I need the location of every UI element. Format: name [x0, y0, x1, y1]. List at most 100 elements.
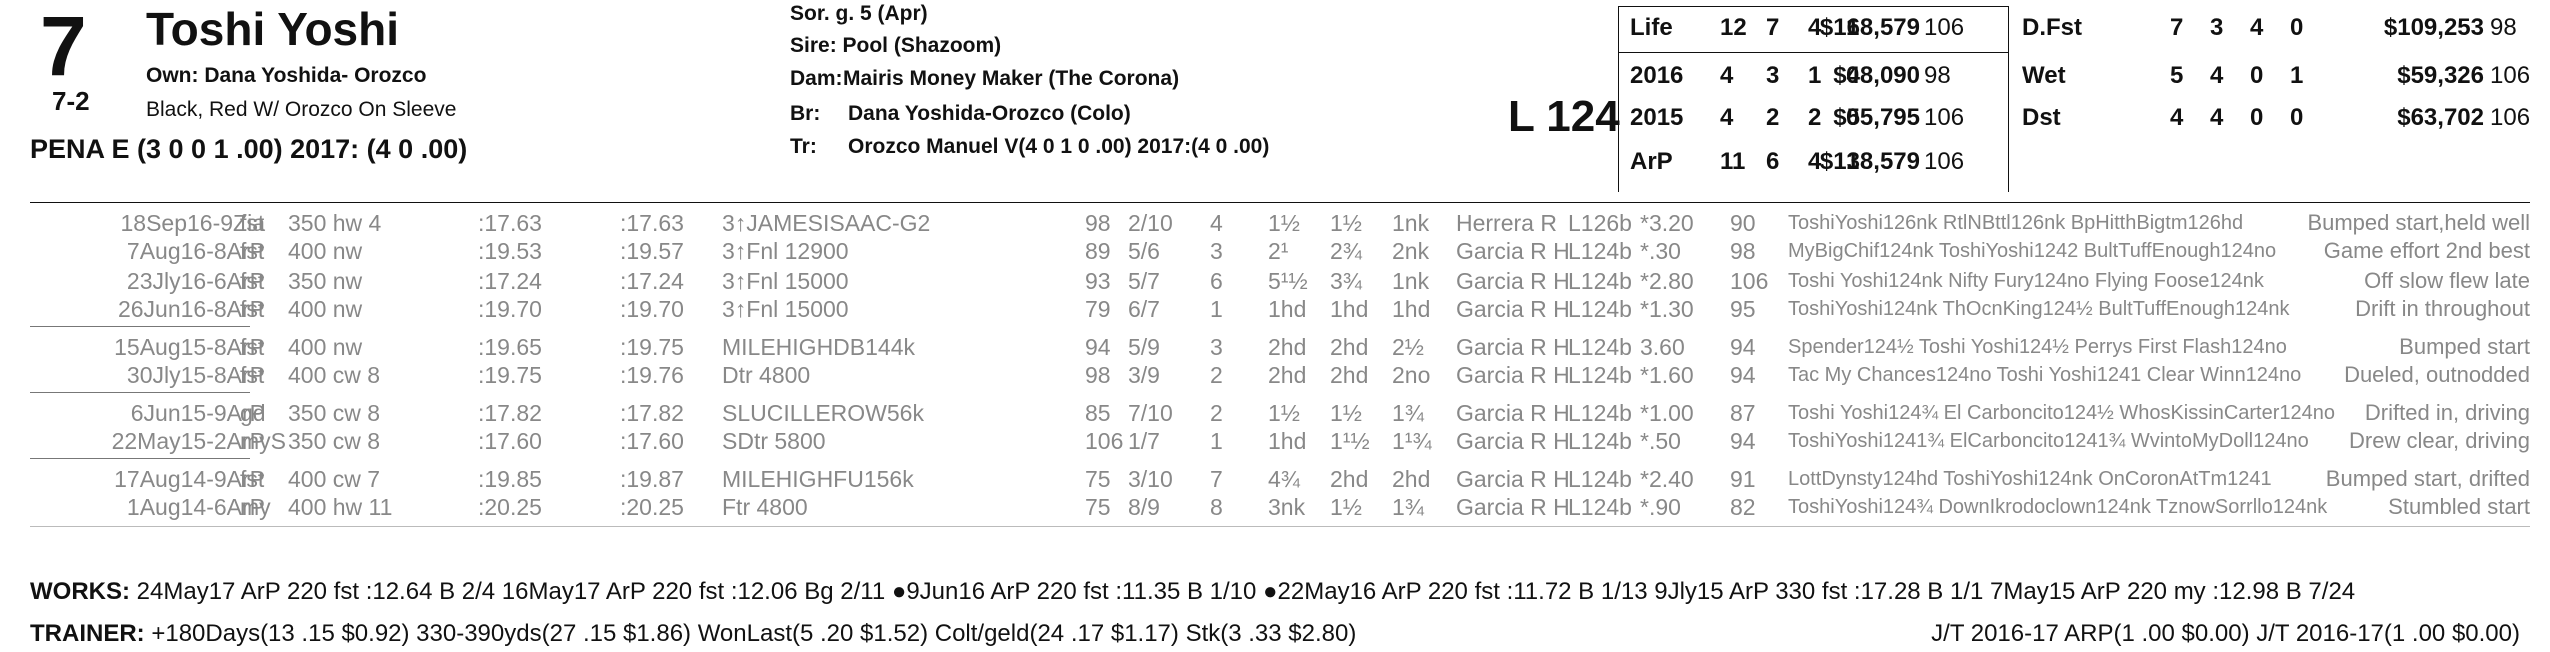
pp-top: Tac My Chances124no Toshi Yoshi1241 Clea… — [1788, 364, 2302, 386]
pp-pp: 5/6 — [1128, 238, 1160, 264]
pp-dist: 350 nw — [288, 268, 363, 294]
pp-date: 17Aug14-9ArP — [114, 466, 265, 492]
record-st: 11 — [1720, 148, 1746, 175]
pp-pp: 5/7 — [1128, 268, 1160, 294]
record-label: Wet — [2022, 62, 2066, 89]
pp-odds: *2.80 — [1640, 268, 1694, 294]
pp-wt: L124b — [1568, 268, 1632, 294]
pp-line: 23Jly16-6ArP fst 350 nw:17.24:17.24 3↑Fnl 1… — [0, 268, 2550, 298]
pp-line: 30Jly15-8ArP fst 400 cw 8:19.75:19.76 Dtr 4… — [0, 362, 2550, 392]
pp-fig: 75 — [1085, 494, 1111, 520]
pp-wt: L124b — [1568, 400, 1632, 426]
breeder: Dana Yoshida-Orozco (Colo) — [848, 102, 1131, 125]
pp-race: SDtr 5800 — [722, 428, 826, 454]
trainer-stats-line: TRAINER: +180Days(13 .15 $0.92) 330-390y… — [30, 620, 1356, 648]
pp-top: ToshiYoshi124nk ThOcnKing124½ BultTuffEn… — [1788, 298, 2290, 320]
pp-top: Toshi Yoshi124nk Nifty Fury124no Flying … — [1788, 270, 2264, 292]
pp-race: 3↑Fnl 15000 — [722, 296, 849, 322]
pp-date: 15Aug15-8ArP — [114, 334, 265, 360]
record-p: 0 — [2250, 104, 2264, 131]
pp-jockey: Garcia R H — [1456, 494, 1570, 520]
pp-jockey: Garcia R H — [1456, 334, 1570, 360]
record-speed-fig: 106 — [2490, 104, 2531, 131]
pp-f1: :17.24 — [478, 268, 542, 294]
pp-fig: 79 — [1085, 296, 1111, 322]
pp-sp: 91 — [1730, 466, 1756, 492]
record-p: 1 — [1808, 62, 1822, 89]
record-st: 7 — [2170, 14, 2184, 41]
pp-f1: :19.75 — [478, 362, 542, 388]
pp-comment: Bumped start,held well — [2307, 210, 2530, 235]
pp-st: 4 — [1210, 210, 1223, 236]
pp-f1: :19.53 — [478, 238, 542, 264]
record-earnings: $138,579 — [1819, 148, 1920, 175]
pp-date: 6Jun15-9ArP — [130, 400, 265, 426]
pp-trk: fst — [240, 296, 265, 322]
pp-fig: 89 — [1085, 238, 1111, 264]
pp-c2: 1½ — [1330, 494, 1362, 520]
pp-fin: 2hd — [1392, 466, 1431, 492]
pp-c1: 1½ — [1268, 400, 1300, 426]
record-speed-fig: 106 — [1924, 148, 1965, 175]
pp-dist: 400 nw — [288, 296, 363, 322]
pp-comment: Dueled, outnodded — [2344, 362, 2530, 387]
pp-race: SLUCILLEROW56k — [722, 400, 924, 426]
pp-trk: fst — [240, 238, 265, 264]
pp-c1: 2¹ — [1268, 238, 1289, 264]
pp-c2: 2hd — [1330, 362, 1369, 388]
pp-line: 17Aug14-9ArP fst 400 cw 7:19.85:19.87 MILEH… — [0, 466, 2550, 496]
pp-c2: 1¹½ — [1330, 428, 1370, 454]
pp-wt: L124b — [1568, 494, 1632, 520]
pp-fin: 1¾ — [1392, 494, 1424, 520]
program-number: 7 — [40, 0, 87, 93]
pp-top: LottDynsty124hd ToshiYoshi124nk OnCoronA… — [1788, 468, 2272, 490]
pp-pp: 5/9 — [1128, 334, 1160, 360]
pp-pp: 3/9 — [1128, 362, 1160, 388]
trainer: Orozco Manuel V(4 0 1 0 .00) 2017:(4 0 .… — [848, 135, 1270, 158]
pp-st: 2 — [1210, 400, 1223, 426]
pp-st: 3 — [1210, 334, 1223, 360]
pp-c2: 1½ — [1330, 400, 1362, 426]
pp-f1: :19.70 — [478, 296, 542, 322]
trainer-label: Tr: — [790, 135, 817, 158]
pp-line: 22May15-2ArP myS 350 cw 8:17.60:17.60 SDtr … — [0, 428, 2550, 458]
record-s: 1 — [1846, 14, 1860, 41]
pp-race: Ftr 4800 — [722, 494, 808, 520]
pp-fin: 2no — [1392, 362, 1431, 388]
owner: Own: Dana Yoshida- Orozco — [146, 64, 427, 87]
pp-fig: 75 — [1085, 466, 1111, 492]
pp-race: Dtr 4800 — [722, 362, 811, 388]
pp-top: ToshiYoshi1241¾ ElCarboncito1241¾ Wvinto… — [1788, 430, 2309, 452]
pp-fin: 1¹¾ — [1392, 428, 1432, 454]
pp-jockey: Garcia R H — [1456, 428, 1570, 454]
pp-top: ToshiYoshi126nk RtlNBttl126nk BpHitthBig… — [1788, 212, 2244, 234]
pp-c1: 1hd — [1268, 296, 1307, 322]
pp-date: 22May15-2ArP — [111, 428, 265, 454]
record-speed-fig: 98 — [2490, 14, 2517, 41]
record-p: 4 — [2250, 14, 2264, 41]
pp-f2: :19.76 — [620, 362, 684, 388]
pp-fin: 2nk — [1392, 238, 1430, 264]
pp-race: MILEHIGHDB144k — [722, 334, 916, 360]
pp-wt: L124b — [1568, 362, 1632, 388]
pp-fig: 98 — [1085, 210, 1111, 236]
pp-line: 15Aug15-8ArP fst 400 nw:19.65:19.75 MILEHIG… — [0, 334, 2550, 364]
pp-wt: L124b — [1568, 466, 1632, 492]
pp-trk: fst — [240, 362, 265, 388]
pp-odds: *1.60 — [1640, 362, 1694, 388]
pp-trk: fst — [240, 268, 265, 294]
pp-fin: 1¾ — [1392, 400, 1424, 426]
pp-date: 23Jly16-6ArP — [126, 268, 265, 294]
pp-c1: 1½ — [1268, 210, 1300, 236]
pp-sp: 82 — [1730, 494, 1756, 520]
pp-top: MyBigChif124nk ToshiYoshi1242 BultTuffEn… — [1788, 240, 2277, 262]
pp-odds: *.50 — [1640, 428, 1681, 454]
works-line: WORKS: 24May17 ArP 220 fst :12.64 B 2/4 … — [30, 578, 2355, 606]
pp-jockey: Garcia R H — [1456, 466, 1570, 492]
pp-comment: Drift in throughout — [2355, 296, 2530, 321]
dam-label: Dam: — [790, 67, 843, 90]
record-label: ArP — [1630, 148, 1673, 175]
pp-fig: 85 — [1085, 400, 1111, 426]
trainer-stats-text: +180Days(13 .15 $0.92) 330-390yds(27 .15… — [151, 620, 1357, 647]
pp-date: 30Jly15-8ArP — [126, 362, 265, 388]
